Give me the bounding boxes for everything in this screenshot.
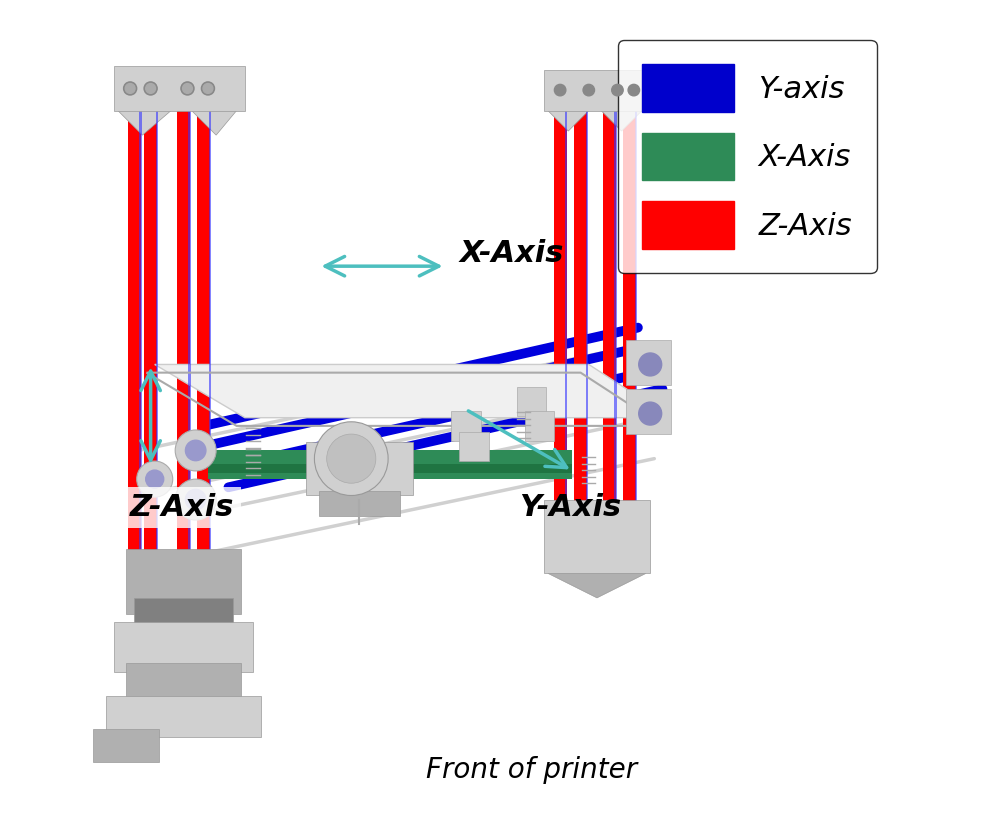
- Bar: [451, 411, 481, 441]
- Text: Y-Axis: Y-Axis: [519, 493, 621, 523]
- Bar: [209, 111, 211, 557]
- Bar: [525, 411, 554, 441]
- Polygon shape: [155, 364, 671, 418]
- Bar: [306, 442, 413, 495]
- Bar: [626, 340, 671, 385]
- Bar: [126, 663, 240, 704]
- Bar: [106, 696, 261, 737]
- Circle shape: [181, 82, 194, 95]
- Circle shape: [176, 479, 216, 520]
- Bar: [144, 111, 157, 557]
- Bar: [635, 111, 637, 508]
- Bar: [208, 464, 572, 473]
- Bar: [126, 549, 240, 614]
- Circle shape: [315, 422, 388, 495]
- Text: Front of printer: Front of printer: [426, 756, 637, 784]
- Polygon shape: [118, 111, 171, 135]
- Circle shape: [182, 84, 192, 93]
- Bar: [574, 111, 588, 508]
- Circle shape: [176, 430, 216, 471]
- Bar: [139, 111, 141, 557]
- Circle shape: [639, 353, 661, 376]
- Circle shape: [639, 402, 661, 425]
- Bar: [459, 432, 489, 461]
- Text: X-Axis: X-Axis: [459, 239, 564, 269]
- Bar: [188, 111, 190, 557]
- Polygon shape: [601, 111, 642, 131]
- Bar: [623, 111, 637, 508]
- Circle shape: [628, 84, 640, 96]
- Bar: [543, 500, 650, 573]
- Bar: [602, 111, 616, 508]
- Circle shape: [612, 84, 623, 96]
- Circle shape: [146, 84, 156, 93]
- Circle shape: [583, 84, 594, 96]
- Bar: [553, 111, 567, 508]
- Bar: [114, 66, 245, 111]
- Bar: [93, 729, 159, 762]
- Bar: [319, 491, 400, 516]
- Bar: [626, 389, 671, 434]
- Circle shape: [144, 82, 157, 95]
- Circle shape: [554, 84, 566, 96]
- Bar: [543, 70, 650, 111]
- Circle shape: [124, 82, 136, 95]
- Circle shape: [146, 470, 164, 488]
- Circle shape: [203, 84, 213, 93]
- Bar: [134, 598, 232, 631]
- Bar: [565, 111, 567, 508]
- Circle shape: [136, 461, 173, 497]
- Polygon shape: [547, 573, 646, 598]
- Bar: [128, 111, 141, 557]
- Bar: [208, 450, 572, 479]
- Polygon shape: [547, 111, 589, 131]
- Legend: Y-axis, X-Axis, Z-Axis: Y-axis, X-Axis, Z-Axis: [618, 40, 877, 274]
- Circle shape: [327, 434, 376, 483]
- Bar: [114, 622, 253, 672]
- Bar: [517, 387, 546, 416]
- Text: Z-Axis: Z-Axis: [130, 493, 234, 523]
- Bar: [177, 111, 190, 557]
- Circle shape: [185, 489, 206, 509]
- Polygon shape: [191, 111, 236, 135]
- Bar: [197, 111, 210, 557]
- Circle shape: [201, 82, 215, 95]
- Bar: [156, 111, 158, 557]
- Circle shape: [185, 441, 206, 460]
- Circle shape: [126, 84, 135, 93]
- Bar: [614, 111, 617, 508]
- Bar: [586, 111, 588, 508]
